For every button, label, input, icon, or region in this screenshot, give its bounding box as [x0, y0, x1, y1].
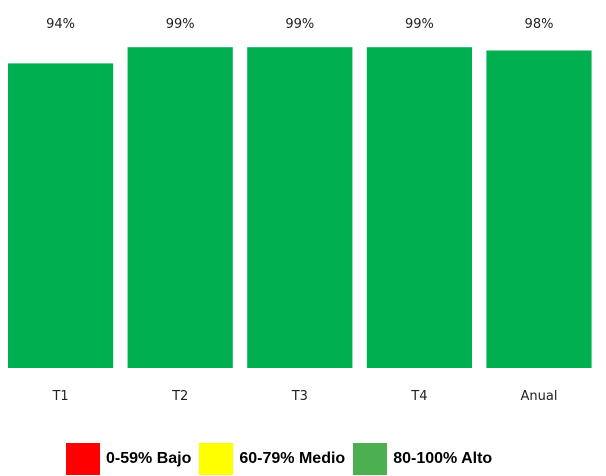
bar-t1 [8, 63, 114, 369]
legend-item-bajo: 0-59% Bajo [66, 443, 195, 475]
bar-t4 [366, 47, 472, 368]
value-label-anual: 98% [525, 17, 554, 32]
legend-swatch-red [66, 443, 100, 475]
value-label-t2: 99% [166, 17, 195, 32]
x-tick-t3: T3 [291, 389, 308, 404]
legend-item-medio: 60-79% Medio [199, 443, 349, 475]
legend-label-medio: 60-79% Medio [239, 450, 346, 467]
legend-item-alto: 80-100% Alto [353, 443, 496, 475]
legend-swatch-green [353, 443, 388, 475]
bar-t2 [127, 47, 233, 368]
legend-label-alto: 80-100% Alto [393, 450, 493, 467]
x-tick-anual: Anual [521, 389, 558, 404]
x-tick-t1: T1 [51, 389, 68, 404]
bar-chart: 94% T1 99% T2 99% T3 99% T4 98% Anual [8, 17, 592, 404]
value-label-t1: 94% [46, 17, 75, 32]
legend-swatch-yellow [199, 443, 234, 475]
bar-t3 [247, 47, 353, 368]
legend-label-bajo: 0-59% Bajo [106, 450, 192, 467]
value-label-t4: 99% [405, 17, 434, 32]
legend: 0-59% Bajo 60-79% Medio 80-100% Alto [66, 443, 500, 475]
bar-anual [486, 50, 592, 368]
x-tick-t2: T2 [171, 389, 188, 404]
value-label-t3: 99% [285, 17, 314, 32]
x-tick-t4: T4 [410, 389, 427, 404]
